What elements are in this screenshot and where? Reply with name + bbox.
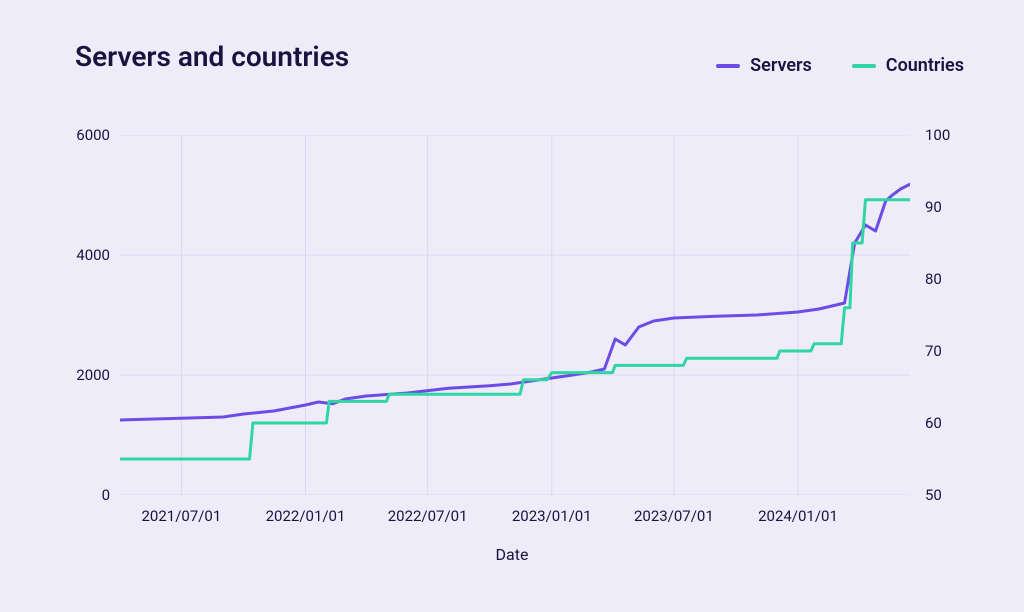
chart-container: Servers and countries Servers Countries … bbox=[0, 0, 1024, 612]
axis-tick: 4000 bbox=[50, 246, 110, 264]
axis-tick: 2023/01/01 bbox=[512, 507, 592, 525]
axis-tick: 100 bbox=[925, 126, 985, 144]
legend-label-servers: Servers bbox=[750, 55, 812, 76]
axis-tick: 70 bbox=[925, 342, 985, 360]
chart-title: Servers and countries bbox=[75, 40, 349, 73]
legend-item-countries: Countries bbox=[852, 55, 964, 76]
axis-tick: 90 bbox=[925, 198, 985, 216]
axis-tick: 2000 bbox=[50, 366, 110, 384]
legend-item-servers: Servers bbox=[716, 55, 812, 76]
legend-swatch-servers bbox=[716, 64, 740, 68]
x-axis-label: Date bbox=[496, 545, 529, 564]
axis-tick: 60 bbox=[925, 414, 985, 432]
axis-tick: 2022/01/01 bbox=[266, 507, 346, 525]
axis-tick: 2021/07/01 bbox=[141, 507, 221, 525]
axis-tick: 2024/01/01 bbox=[758, 507, 838, 525]
axis-tick: 80 bbox=[925, 270, 985, 288]
axis-tick: 2023/07/01 bbox=[634, 507, 714, 525]
legend-swatch-countries bbox=[852, 64, 876, 68]
axis-tick: 50 bbox=[925, 486, 985, 504]
legend-label-countries: Countries bbox=[886, 55, 964, 76]
legend: Servers Countries bbox=[716, 55, 964, 76]
plot-area bbox=[120, 135, 910, 495]
axis-tick: 2022/07/01 bbox=[388, 507, 468, 525]
axis-tick: 0 bbox=[50, 486, 110, 504]
axis-tick: 6000 bbox=[50, 126, 110, 144]
